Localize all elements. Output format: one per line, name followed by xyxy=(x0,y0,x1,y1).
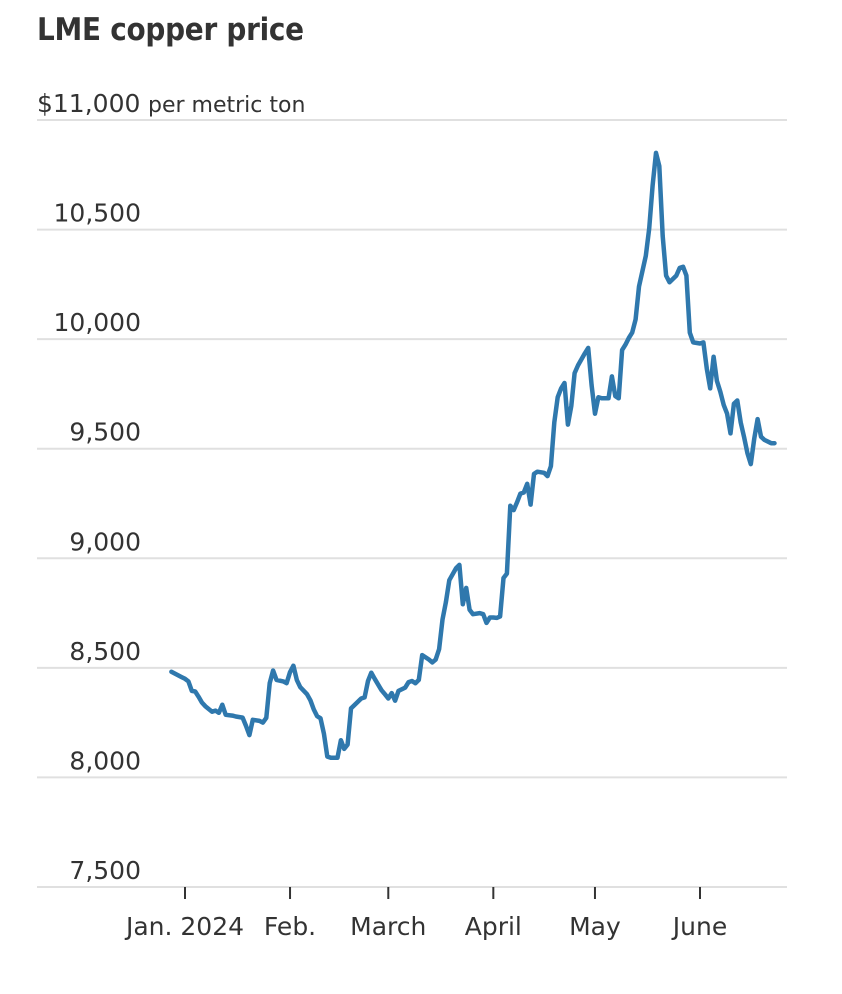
y-tick-label: 8,500 xyxy=(69,637,141,666)
x-tick-label: April xyxy=(465,912,522,941)
gridlines xyxy=(37,119,787,888)
y-tick-label: 9,500 xyxy=(69,418,141,447)
y-tick-label: 9,000 xyxy=(69,527,141,556)
series-line xyxy=(169,150,777,760)
x-tick-label: Jan. 2024 xyxy=(124,912,244,941)
y-tick-label: 10,000 xyxy=(54,308,141,337)
y-tick-label: 8,000 xyxy=(69,746,141,775)
x-tick-label: Feb. xyxy=(264,912,316,941)
unit-label: per metric ton xyxy=(148,93,305,118)
y-tick-label: 7,500 xyxy=(69,856,141,885)
series-layer xyxy=(169,150,777,760)
x-tick-label: March xyxy=(350,912,426,941)
y-tick-label: $11,000 xyxy=(37,89,140,118)
x-axis: Jan. 2024 Feb. March April May June xyxy=(124,887,727,941)
y-tick-label: 10,500 xyxy=(54,199,141,228)
chart-title: LME copper price xyxy=(37,12,304,48)
x-tick-label: May xyxy=(569,912,621,941)
x-tick-label: June xyxy=(671,912,727,941)
y-axis-labels: $11,000 per metric ton 10,500 10,000 9,500 9,… xyxy=(37,89,305,885)
